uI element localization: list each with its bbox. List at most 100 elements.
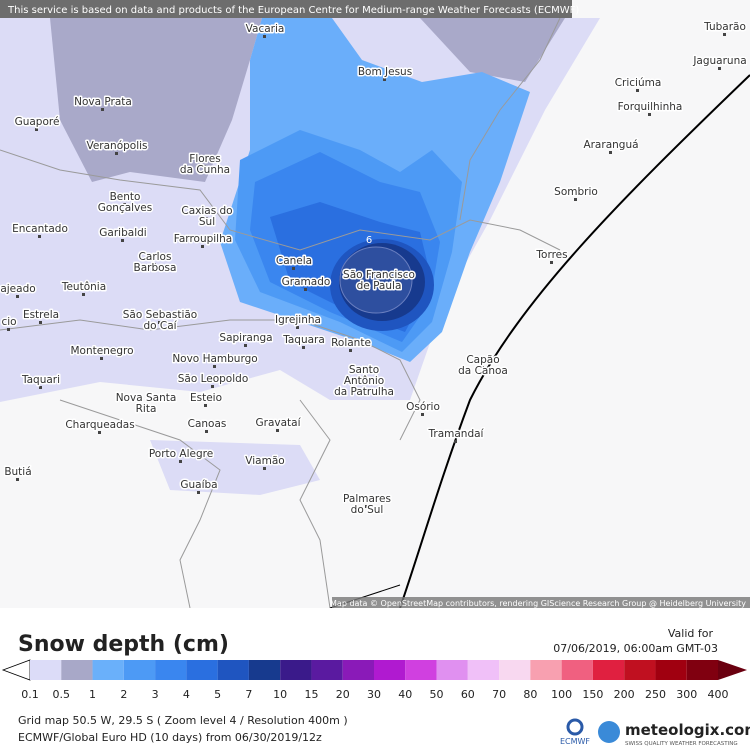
place-label: Charqueadas — [65, 419, 134, 431]
place-dot — [302, 346, 305, 349]
place-dot — [16, 295, 19, 298]
place-dot — [115, 152, 118, 155]
place-dot — [205, 217, 208, 220]
scale-segment — [436, 660, 468, 680]
place-label: Estrela — [23, 309, 59, 321]
scale-label: 250 — [645, 688, 666, 701]
place-label: Taquara — [282, 334, 325, 346]
place-dot — [377, 281, 380, 284]
place-dot — [204, 404, 207, 407]
place-label: Nova Prata — [74, 96, 132, 108]
valid-time: 07/06/2019, 06:00am GMT-03 — [553, 642, 718, 655]
place-dot — [39, 386, 42, 389]
place-label: Criciúma — [615, 77, 662, 89]
places: Vacaria Bom Jesus Nova Prata Guaporé Veranóp… — [0, 20, 748, 518]
place-dot — [35, 128, 38, 131]
place-label: Novo Hamburgo — [172, 353, 257, 365]
place-label: do Caí — [143, 320, 177, 332]
scale-segment — [123, 660, 156, 680]
brand-icon — [598, 721, 620, 743]
scale-label: 20 — [336, 688, 350, 701]
place-label: Garibaldi — [99, 227, 146, 239]
place-dot — [179, 460, 182, 463]
scale-segment — [405, 660, 437, 680]
place-dot — [421, 413, 424, 416]
attribution: Map data © OpenStreetMap contributors, r… — [330, 599, 746, 608]
place-label: Flores — [189, 153, 220, 165]
place-dot — [365, 505, 368, 508]
model-info: ECMWF/Global Euro HD (10 days) from 06/3… — [18, 731, 322, 744]
place-dot — [39, 321, 42, 324]
notice-bar — [0, 0, 572, 18]
place-dot — [201, 245, 204, 248]
scale-label: 4 — [183, 688, 190, 701]
place-label: Bento — [110, 191, 141, 203]
place-label: Viamão — [245, 455, 284, 467]
place-dot — [100, 357, 103, 360]
place-label: cio — [1, 316, 16, 328]
scale-label: 15 — [304, 688, 318, 701]
place-label: Guaíba — [180, 479, 217, 491]
place-label: Sapiranga — [219, 332, 272, 344]
scale-segment — [499, 660, 531, 680]
ecmwf-logo: ECMWF — [560, 737, 590, 746]
place-label: Caxias do — [181, 205, 232, 217]
scale-label: 3 — [152, 688, 159, 701]
scale-segment — [374, 660, 406, 680]
place-dot — [263, 35, 266, 38]
scale-segment — [30, 660, 62, 680]
scale-segment — [530, 660, 562, 680]
place-label: Encantado — [12, 223, 68, 235]
place-label: Sombrio — [554, 186, 598, 198]
place-dot — [362, 376, 365, 379]
place-dot — [213, 365, 216, 368]
place-dot — [481, 366, 484, 369]
place-dot — [550, 261, 553, 264]
attribution-bar — [332, 597, 750, 608]
place-dot — [609, 151, 612, 154]
scale-label: 1 — [89, 688, 96, 701]
place-label: Gravataí — [255, 417, 301, 429]
coastline — [399, 74, 750, 609]
scale-label: 50 — [430, 688, 444, 701]
place-label: de Paula — [357, 280, 402, 292]
place-label: Gonçalves — [98, 202, 152, 214]
scale-segment — [686, 660, 718, 680]
place-dot — [144, 404, 147, 407]
place-dot — [723, 33, 726, 36]
place-label: da Canoa — [458, 365, 508, 377]
scale-segment — [655, 660, 687, 680]
scale-segment — [61, 660, 93, 680]
place-dot — [574, 198, 577, 201]
legend-title: Snow depth (cm) — [18, 632, 229, 657]
scale-segment — [342, 660, 374, 680]
scale-label: 10 — [273, 688, 287, 701]
valid-label: Valid for — [668, 627, 714, 640]
place-dot — [16, 478, 19, 481]
place-dot — [211, 385, 214, 388]
place-label: Nova Santa — [116, 392, 177, 404]
scale-segment — [155, 660, 187, 680]
place-label: Canela — [276, 255, 312, 267]
scale-label: 150 — [582, 688, 603, 701]
place-label: Farroupilha — [174, 233, 232, 245]
brand: meteologix.com — [625, 721, 750, 739]
snow-field — [0, 18, 600, 495]
place-dot — [121, 239, 124, 242]
scale-label: 40 — [398, 688, 412, 701]
place-label: Bom Jesus — [358, 66, 412, 78]
ecmwf-icon — [566, 718, 584, 736]
place-dot — [304, 288, 307, 291]
scale-label: 5 — [214, 688, 221, 701]
place-label: Vacaria — [246, 23, 285, 35]
color-scale: 0.1 0.5 1 2 3 4 5 7 10 15 20 30 40 50 60 70 80 100 150 200 2… — [1, 659, 747, 701]
place-label: Montenegro — [70, 345, 133, 357]
place-label: São Sebastião — [123, 309, 197, 321]
place-label: Araranguá — [583, 139, 638, 151]
place-label: Esteio — [190, 392, 222, 404]
place-label: Jaguaruna — [692, 55, 746, 67]
place-dot — [718, 67, 721, 70]
scale-arrow-high — [718, 660, 747, 680]
place-dot — [383, 78, 386, 81]
